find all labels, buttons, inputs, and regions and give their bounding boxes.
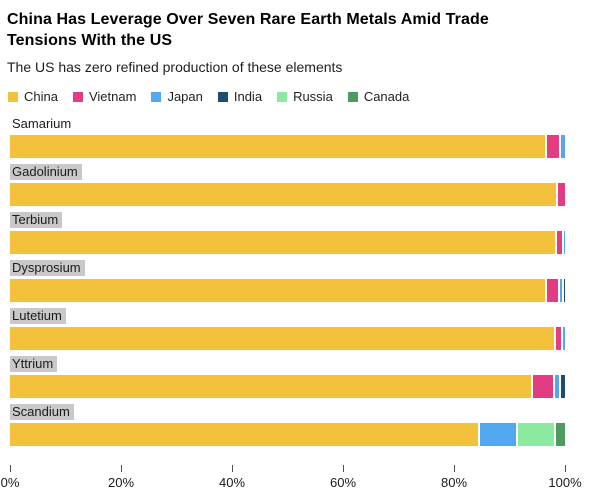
bar-segment-japan: [559, 135, 565, 158]
x-axis-tick-mark: [454, 465, 455, 472]
x-axis-tick-mark: [232, 465, 233, 472]
legend-label: Russia: [293, 89, 333, 104]
x-axis-tick-label: 20%: [107, 475, 135, 490]
bar-row-label: Gadolinium: [10, 164, 82, 180]
bar-segment-japan: [552, 375, 559, 398]
bar-row-label: Terbium: [10, 212, 63, 228]
x-axis-tick-label: 40%: [218, 475, 246, 490]
legend-item-india: India: [217, 89, 263, 104]
bar-row-label: Yttrium: [10, 356, 58, 372]
bar-row-gadolinium: Gadolinium: [0, 163, 600, 211]
x-axis-tick-label: 80%: [440, 475, 468, 490]
x-axis-tick-mark: [343, 465, 344, 472]
bar-row-label: Dysprosium: [10, 260, 85, 276]
chart-subtitle: The US has zero refined production of th…: [7, 59, 343, 75]
x-axis-tick-label: 100%: [548, 475, 582, 490]
stacked-bar: [10, 423, 565, 446]
stacked-bar: [10, 135, 565, 158]
bar-segment-china: [10, 327, 554, 350]
bar-segment-china: [10, 231, 555, 254]
legend-swatch-china: [8, 91, 18, 102]
bar-row-scandium: Scandium: [0, 403, 600, 451]
bar-segment-china: [10, 375, 531, 398]
bar-segment-china: [10, 135, 546, 158]
stacked-bar: [10, 231, 565, 254]
bar-segment-canada: [553, 423, 565, 446]
legend-swatch-india: [217, 91, 228, 102]
stacked-bar: [10, 279, 565, 302]
legend-swatch-canada: [347, 91, 358, 102]
legend-swatch-vietnam: [72, 91, 83, 102]
legend-label: Canada: [363, 89, 410, 104]
x-axis-tick-mark: [121, 465, 122, 472]
legend-label: China: [24, 89, 58, 104]
bar-row-label: Scandium: [10, 404, 74, 420]
bar-row-dysprosium: Dysprosium: [0, 259, 600, 307]
x-axis-tick-label: 0%: [0, 475, 20, 490]
x-axis-tick-mark: [10, 465, 11, 472]
legend-label: India: [233, 89, 263, 104]
legend-item-china: China: [8, 89, 58, 104]
bar-segment-japan: [557, 279, 563, 302]
bar-row-samarium: Samarium: [0, 115, 600, 163]
chart-title: China Has Leverage Over Seven Rare Earth…: [7, 9, 590, 51]
legend-swatch-russia: [277, 91, 288, 102]
bar-segment-vietnam: [553, 327, 561, 350]
bar-row-lutetium: Lutetium: [0, 307, 600, 355]
bar-segment-china: [10, 279, 546, 302]
legend-item-russia: Russia: [277, 89, 333, 104]
bar-segment-vietnam: [545, 279, 558, 302]
bar-row-yttrium: Yttrium: [0, 355, 600, 403]
bar-segment-china: [10, 423, 479, 446]
bar-row-label: Lutetium: [10, 308, 66, 324]
chart-title-line2: Tensions With the US: [7, 32, 173, 49]
bar-segment-vietnam: [555, 231, 563, 254]
legend-item-vietnam: Vietnam: [72, 89, 137, 104]
bar-segment-china: [10, 183, 557, 206]
legend-item-canada: Canada: [347, 89, 410, 104]
bar-segment-vietnam: [545, 135, 560, 158]
legend: China Vietnam Japan India Russia Canada: [8, 89, 600, 104]
bar-segment-india: [558, 375, 565, 398]
bar-segment-russia: [515, 423, 554, 446]
x-axis-tick-mark: [565, 465, 566, 472]
chart-title-line1: China Has Leverage Over Seven Rare Earth…: [7, 11, 489, 28]
legend-label: Vietnam: [88, 89, 137, 104]
bar-segment-india: [562, 279, 565, 302]
legend-label: Japan: [167, 89, 203, 104]
chart-rows: Samarium Gadolinium Terbium Dysprosium Lutet…: [0, 115, 600, 451]
bar-segment-japan: [560, 327, 565, 350]
bar-segment-vietnam: [530, 375, 553, 398]
stacked-bar: [10, 183, 565, 206]
chart-header: China Has Leverage Over Seven Rare Earth…: [0, 0, 600, 76]
stacked-bar: [10, 375, 565, 398]
legend-swatch-japan: [151, 91, 162, 102]
x-axis-tick-label: 60%: [329, 475, 357, 490]
bar-segment-japan: [478, 423, 516, 446]
bar-row-label: Samarium: [12, 116, 72, 131]
stacked-bar: [10, 327, 565, 350]
bar-row-terbium: Terbium: [0, 211, 600, 259]
bar-segment-japan: [562, 231, 565, 254]
bar-segment-vietnam: [556, 183, 565, 206]
x-axis: 0% 20% 40% 60% 80% 100%: [1, 465, 582, 503]
legend-item-japan: Japan: [151, 89, 203, 104]
